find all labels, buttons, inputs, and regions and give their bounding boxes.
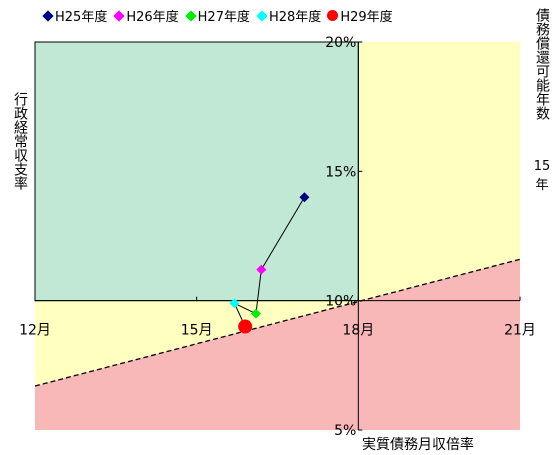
y-tick-label: 10% (325, 294, 356, 310)
legend-marker-icon (256, 9, 268, 22)
legend-item: H26年度 (113, 6, 179, 25)
data-series (229, 192, 310, 334)
right-sub-unit: 年 (535, 178, 549, 193)
legend-label: H25年度 (55, 10, 108, 25)
x-tick-label: 15月 (181, 323, 213, 339)
legend-label: H28年度 (268, 10, 322, 25)
legend-label: H26年度 (126, 10, 179, 25)
point-H29年度 (238, 319, 253, 334)
legend-label: H29年度 (340, 10, 393, 25)
legend-item: H28年度 (256, 6, 321, 25)
x-tick-label: 21月 (504, 323, 536, 339)
legend-marker-icon (327, 10, 339, 21)
point-H25年度 (299, 192, 310, 203)
x-tick-label: 12月 (19, 323, 51, 339)
point-H28年度 (229, 298, 240, 309)
x-tick-label: 18月 (342, 323, 374, 339)
point-H26年度 (256, 264, 267, 275)
y-axis-label-left: 行政経常収支率 (12, 92, 28, 190)
legend-item: H29年度 (327, 6, 393, 25)
legend-item: H25年度 (42, 6, 107, 25)
legend-item: H27年度 (184, 6, 250, 25)
y-tick-label: 20% (325, 35, 356, 51)
legend-marker-icon (42, 9, 54, 22)
legend-label: H27年度 (197, 10, 250, 25)
legend-marker-icon (113, 9, 125, 22)
point-H27年度 (250, 308, 261, 319)
y-tick-label: 15% (325, 164, 356, 180)
y-axis-label-right-sub: 15 年 (532, 157, 552, 195)
legend-marker-icon (184, 9, 197, 22)
region-pink (35, 259, 520, 430)
reference-line (34, 258, 521, 387)
y-axis-label-right: 債務償還可能年数 (534, 8, 550, 120)
background-regions (35, 42, 520, 430)
tick-labels: 12月 15月 18月 21月 5% 10% 15% 20% (19, 35, 536, 439)
x-axis-label: 実質債務月収倍率 (362, 437, 474, 453)
region-green (35, 42, 359, 301)
legend: H25年度 H26年度 H27年度 H28年度 H29年度 (42, 6, 399, 25)
right-sub-number: 15 (533, 159, 551, 174)
y-tick-label: 5% (334, 423, 356, 439)
axes (34, 41, 521, 431)
